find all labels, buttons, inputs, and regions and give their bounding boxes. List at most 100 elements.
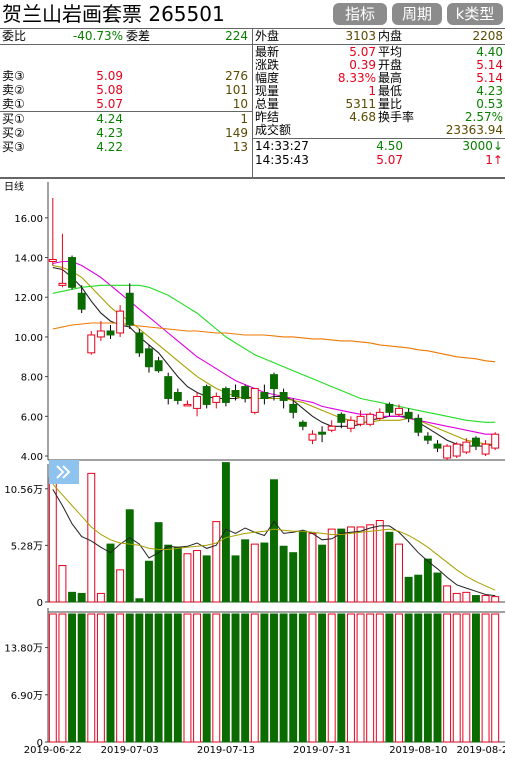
date-label: 2019-06-22 (24, 745, 82, 756)
indicator-bar (241, 613, 250, 743)
price-tick-label: 14.00 (14, 254, 43, 265)
volume-bar (193, 550, 202, 603)
volume-bar (423, 558, 432, 603)
indicator-tick-label: 0 (37, 738, 43, 749)
sell-level-label: 卖② (2, 83, 25, 97)
candle-body (433, 443, 442, 449)
volume-bar (212, 521, 221, 603)
volume-bar (491, 596, 500, 603)
indicator-bar (58, 613, 67, 743)
sell-2-row: 卖② 5.08 101 (0, 83, 252, 97)
stat-row: 总量 5311 量比 0.53 (253, 97, 505, 111)
tick-row: 14:35:43 5.07 1↑ (253, 153, 505, 167)
indicator-bar (404, 613, 413, 743)
buy-volume: 149 (225, 126, 248, 140)
candle-body (116, 310, 125, 334)
indicator-bar (154, 613, 163, 743)
candle-body (77, 292, 86, 310)
volume-bar (404, 576, 413, 603)
candle-body (375, 411, 384, 419)
volume-bar (337, 528, 346, 603)
moving-average-line (52, 266, 496, 447)
volume-bar (135, 598, 144, 603)
divider (0, 177, 505, 178)
candle-body (270, 374, 278, 390)
indicator-bar (173, 613, 182, 743)
tick-time: 14:35:43 (255, 153, 309, 167)
volume-bar (366, 524, 375, 603)
stat-label: 最新 (255, 45, 280, 59)
sell-volume: 101 (225, 83, 248, 97)
tick-row: 14:33:27 4.50 3000↓ (253, 139, 505, 153)
candle-body (308, 433, 317, 441)
kline-chart-svg[interactable]: 日线 16.00 14.00 12.00 10.00 8.00 6.00 4.00 10.56万… (0, 178, 505, 757)
moving-average-line (52, 260, 496, 435)
indicator-bar (481, 613, 490, 743)
date-label: 2019-07-31 (293, 745, 351, 756)
weibi-value: -40.73% (72, 29, 123, 43)
stats-panel: 外盘 3103 内盘 2208 最新 5.07 平均 4.40 涨跌 0.39 开盘 5.14… (253, 28, 505, 178)
stat-row: 最新 5.07 平均 4.40 (253, 45, 505, 59)
indicator-bar (270, 613, 278, 743)
volume-bar (106, 543, 115, 603)
double-chevron-icon (56, 465, 71, 479)
divider (0, 44, 252, 45)
indicator-bar (106, 613, 115, 743)
candle-body (356, 415, 365, 425)
buy-level-label: 买② (2, 126, 25, 140)
volume-bar (395, 543, 403, 603)
period-button[interactable]: 周期 (392, 3, 442, 25)
candle-body (96, 330, 105, 338)
candle-body (260, 392, 269, 399)
sell-price: 5.07 (96, 97, 123, 111)
candle-body (154, 360, 163, 372)
indicator-bar (77, 613, 86, 743)
indicator-bar (337, 613, 346, 743)
candle-body (279, 392, 288, 401)
indicator-bar (308, 613, 317, 743)
sell-level-label: 卖③ (2, 69, 25, 83)
indicator-bar (395, 613, 403, 743)
indicator-bar (87, 613, 96, 743)
stat-label: 平均 (378, 45, 403, 59)
price-tick-label: 12.00 (14, 293, 43, 304)
volume-bar (318, 544, 327, 603)
indicator-bar (221, 613, 230, 743)
volume-bar (414, 574, 423, 603)
indicator-bar (212, 613, 221, 743)
stat-label: 昨结 (255, 110, 280, 124)
volume-bar (183, 553, 192, 603)
candle-body (443, 445, 452, 459)
buy-level-label: 买③ (2, 140, 25, 154)
indicator-bar (193, 613, 202, 743)
indicator-bar (356, 613, 365, 743)
indicator-bar (250, 613, 259, 743)
indicator-bar (414, 613, 423, 743)
date-label: 2019-07-13 (197, 745, 255, 756)
price-tick-label: 4.00 (21, 452, 43, 463)
candle-body (414, 417, 423, 433)
indicator-bar (366, 613, 375, 743)
stat-value: 0.39 (349, 58, 376, 72)
price-tick-label: 16.00 (14, 214, 43, 225)
volume-bar (250, 543, 259, 603)
kline-chart-area[interactable]: 日线 16.00 14.00 12.00 10.00 8.00 6.00 4.00 10.56万… (0, 178, 505, 757)
waipan-value: 3103 (345, 29, 376, 43)
indicator-bar (385, 613, 394, 743)
volume-bar (385, 531, 394, 603)
waipan-row: 外盘 3103 内盘 2208 (253, 29, 505, 43)
quote-panel: 委比 -40.73% 委差 224 卖③ 5.09 276 卖② 5.08 10… (0, 28, 505, 178)
volume-bar (96, 592, 105, 603)
candle-body (395, 407, 403, 415)
k-type-button[interactable]: k类型 (447, 3, 503, 25)
candle-body (481, 443, 490, 455)
stat-value: 5.07 (349, 45, 376, 59)
volume-bar (452, 592, 461, 603)
weicha-label: 委差 (126, 29, 151, 43)
indicator-bar (260, 613, 269, 743)
indicator-button[interactable]: 指标 (333, 3, 387, 25)
neipan-label: 内盘 (378, 29, 403, 43)
indicator-bar (231, 613, 240, 743)
indicator-bar (346, 613, 355, 743)
date-label: 2019-07-03 (101, 745, 159, 756)
